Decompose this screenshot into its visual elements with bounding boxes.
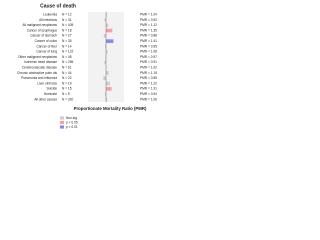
n-label: N = 405 [62,23,73,27]
n-label: N = 61 [62,65,72,69]
x-axis-label: Proportionate Mortality Ratio (PMR) [74,106,147,111]
category-label: Cerebrovascular disease [22,65,57,69]
bar [106,71,109,75]
value-label: PMR = 1.15 [140,71,157,75]
bar [104,60,106,65]
category-label: Cancer of liver [36,44,57,48]
category-label: All infections [39,18,57,22]
legend-label: p < 0.05 [66,120,78,124]
bar [106,97,108,102]
value-label: PMR = 0.97 [140,55,157,59]
value-label: PMR = 1.22 [140,81,157,85]
bar [106,12,107,17]
category-label: Liver cirrhosis [37,81,57,85]
value-label: PMR = 1.12 [140,23,157,27]
legend-label: p < 0.01 [66,125,78,129]
category-label: Ischemic heart disease [24,60,57,64]
n-label: N = 22 [62,76,72,80]
category-label: Chronic obstructive pulm dis [17,71,57,75]
value-label: PMR = 1.41 [140,39,157,43]
n-label: N = 27 [62,34,72,38]
value-label: PMR = 0.94 [140,92,157,96]
bar [106,23,109,28]
chart: Cause of death Proportionate Mortality R… [17,3,157,129]
category-label: All malignant neoplasms [22,23,57,27]
bar [106,28,113,33]
category-label: Pneumonia and influenza [21,76,57,80]
legend-swatch [60,116,64,120]
bar [105,55,106,59]
value-label: PMR = 1.02 [140,65,157,69]
bar [106,49,108,54]
n-label: N = 35 [62,39,72,43]
bar [104,18,106,22]
bar [106,39,114,43]
category-label: Leukemia [43,12,57,16]
value-label: PMR = 0.91 [140,60,157,64]
legend-swatch [60,125,64,129]
category-label: Other malignant neoplasms [18,55,57,59]
n-label: N = 122 [62,50,73,54]
value-label: PMR = 0.92 [140,18,157,22]
bar [104,92,106,96]
category-label: Homicide [44,92,58,96]
n-label: N = 48 [62,55,72,59]
n-label: N = 15 [62,87,72,91]
chart-title: Cause of death [40,3,76,9]
n-label: N = 44 [62,71,72,75]
n-label: N = 12 [62,12,72,16]
bar [103,76,106,81]
n-label: N = 256 [62,60,73,64]
n-label: N = 18 [62,28,72,32]
legend-label: Non-sig [66,116,77,120]
n-label: N = 19 [62,81,72,85]
category-label: Cancer of stomach [30,34,57,38]
category-label: Suicide [47,87,58,91]
bar [103,34,106,38]
value-label: PMR = 0.95 [140,44,157,48]
category-label: Cancer of esophagus [27,28,58,32]
bar [106,81,110,86]
value-label: PMR = 1.08 [140,50,157,54]
value-label: PMR = 0.88 [140,34,157,38]
category-label: Cancer of lung [36,50,57,54]
category-label: All other causes [34,97,57,101]
value-label: PMR = 0.85 [140,76,157,80]
n-label: N = 14 [62,44,72,48]
bar [106,87,112,91]
bar [105,44,106,49]
n-label: N = 320 [62,97,73,101]
n-label: N = 9 [62,92,70,96]
value-label: PMR = 1.04 [140,12,157,16]
value-label: PMR = 1.35 [140,28,157,32]
value-label: PMR = 1.31 [140,87,157,91]
n-label: N = 31 [62,18,72,22]
category-label: Cancer of colon [35,39,58,43]
value-label: PMR = 1.06 [140,97,157,101]
legend-swatch [60,120,64,125]
